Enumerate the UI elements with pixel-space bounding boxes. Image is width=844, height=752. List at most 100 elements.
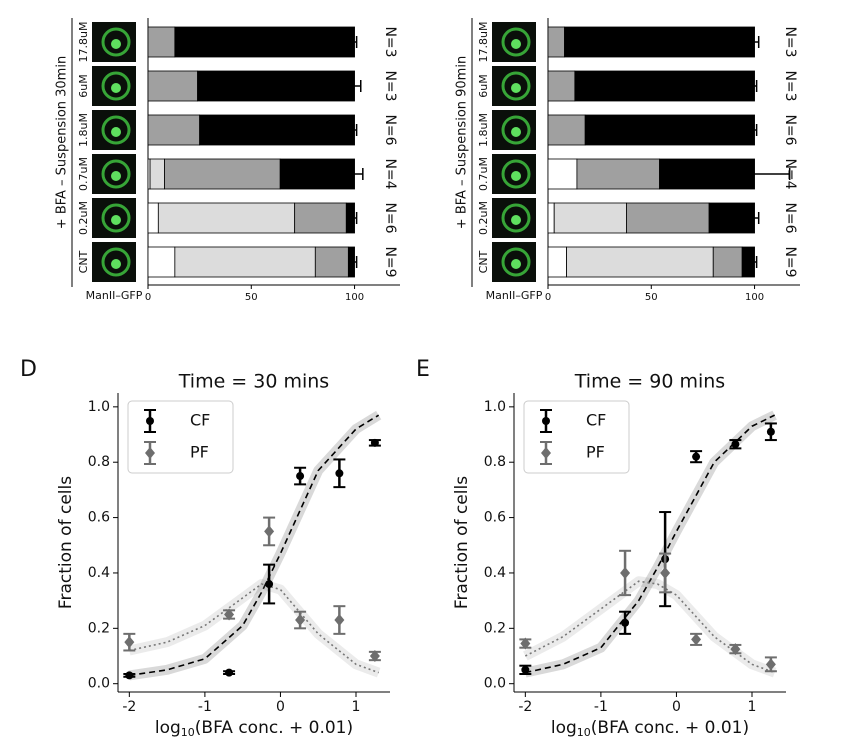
y-tick-label: 0.4: [484, 565, 506, 581]
fit-band: [523, 576, 777, 678]
category-label: 1.8uM: [477, 113, 490, 147]
legend-label: PF: [586, 443, 605, 462]
marker: [766, 427, 775, 436]
chart-title: Time = 30 mins: [178, 371, 329, 393]
n-label: N=9: [782, 246, 798, 277]
cell-image-blob: [501, 71, 531, 101]
bar-segment: [547, 70, 576, 102]
bar-segment: [547, 26, 565, 58]
bar-segment: [147, 202, 159, 234]
y-axis-label: Fraction of cells: [56, 476, 76, 609]
bar-segment: [294, 202, 347, 234]
bar-segment: [174, 26, 355, 58]
x-tick-label: -1: [594, 699, 608, 715]
category-label: 1.8uM: [77, 113, 90, 147]
x-tick-label: 50: [245, 292, 258, 303]
marker: [660, 566, 671, 579]
x-tick-label: 50: [645, 292, 658, 303]
x-tick-label: 1: [748, 699, 757, 715]
fit-curve: [129, 583, 379, 674]
bar-segment: [345, 202, 355, 234]
panel-letter: D: [20, 357, 37, 382]
bar-segment: [566, 246, 714, 278]
legend-marker: [145, 447, 155, 459]
y-tick-label: 0.0: [484, 676, 506, 692]
y-tick-label: 0.2: [88, 620, 110, 636]
x-axis-label-sub: 10: [577, 726, 591, 739]
x-tick-label: 0: [276, 699, 285, 715]
n-label: N=3: [782, 26, 798, 57]
image-label: ManII–GFP: [86, 289, 143, 302]
x-axis-label-part: log: [155, 718, 181, 738]
n-label: N=3: [382, 26, 398, 57]
category-label: 6uM: [477, 74, 490, 97]
marker: [731, 440, 740, 449]
category-label: 6uM: [77, 74, 90, 97]
marker: [765, 658, 776, 671]
bar-segment: [741, 246, 755, 278]
bar-segment: [164, 158, 281, 190]
bar-segment: [547, 202, 555, 234]
marker: [369, 650, 380, 663]
image-label: ManII–GFP: [486, 289, 543, 302]
n-label: N=9: [382, 246, 398, 277]
n-label: N=4: [382, 158, 398, 189]
cell-image-core: [511, 171, 521, 181]
cell-image-core: [111, 127, 121, 137]
y-tick-label: 0.4: [88, 565, 110, 581]
n-label: N=3: [382, 70, 398, 101]
category-label: 17.8uM: [477, 22, 490, 63]
bar-segment: [149, 158, 165, 190]
x-axis-label-sub: 10: [181, 726, 195, 739]
marker: [264, 525, 275, 538]
cell-image-blob: [501, 203, 531, 233]
cell-image-blob: [501, 159, 531, 189]
legend-label: CF: [586, 411, 606, 430]
bar-segment: [626, 202, 710, 234]
bar-segment: [547, 158, 578, 190]
cell-image-blob: [101, 27, 131, 57]
marker: [225, 668, 234, 677]
marker: [224, 608, 235, 621]
n-label: N=6: [782, 114, 798, 145]
x-tick-label: 100: [745, 292, 764, 303]
legend-box: [523, 400, 630, 474]
marker: [335, 469, 344, 478]
bar-segment: [147, 70, 198, 102]
n-label: N=6: [782, 202, 798, 233]
chart-title: Time = 90 mins: [574, 371, 725, 393]
category-label: 17.8uM: [77, 22, 90, 63]
cell-image-blob: [101, 71, 131, 101]
legend-marker: [541, 447, 551, 459]
cell-image-core: [111, 215, 121, 225]
n-label: N=6: [382, 114, 398, 145]
y-tick-label: 1.0: [484, 399, 506, 415]
x-tick-label: -1: [198, 699, 212, 715]
marker: [521, 665, 530, 674]
n-label: N=3: [782, 70, 798, 101]
fit-curve: [129, 414, 380, 677]
x-tick-label: -2: [122, 699, 136, 715]
x-tick-label: 0: [545, 292, 551, 303]
fit-curve: [524, 580, 775, 674]
category-label: CNT: [77, 250, 90, 273]
bar-segment: [547, 246, 567, 278]
y-tick-label: 0.6: [484, 510, 506, 526]
x-axis-label-part: (BFA conc. + 0.01): [195, 718, 353, 738]
cell-image-core: [511, 83, 521, 93]
x-tick-label: 0: [672, 699, 681, 715]
marker: [621, 618, 630, 627]
category-label: 0.2uM: [77, 201, 90, 235]
bar-segment: [547, 114, 586, 146]
cell-image-blob: [501, 27, 531, 57]
cell-image-core: [511, 39, 521, 49]
y-tick-label: 1.0: [88, 399, 110, 415]
bar-segment: [147, 26, 176, 58]
marker: [692, 452, 701, 461]
y-tick-label: 0.8: [88, 454, 110, 470]
side-label: + BFA – Suspension 90min: [455, 56, 470, 229]
cell-image-core: [111, 259, 121, 269]
cell-image-blob: [101, 247, 131, 277]
marker: [295, 614, 306, 627]
